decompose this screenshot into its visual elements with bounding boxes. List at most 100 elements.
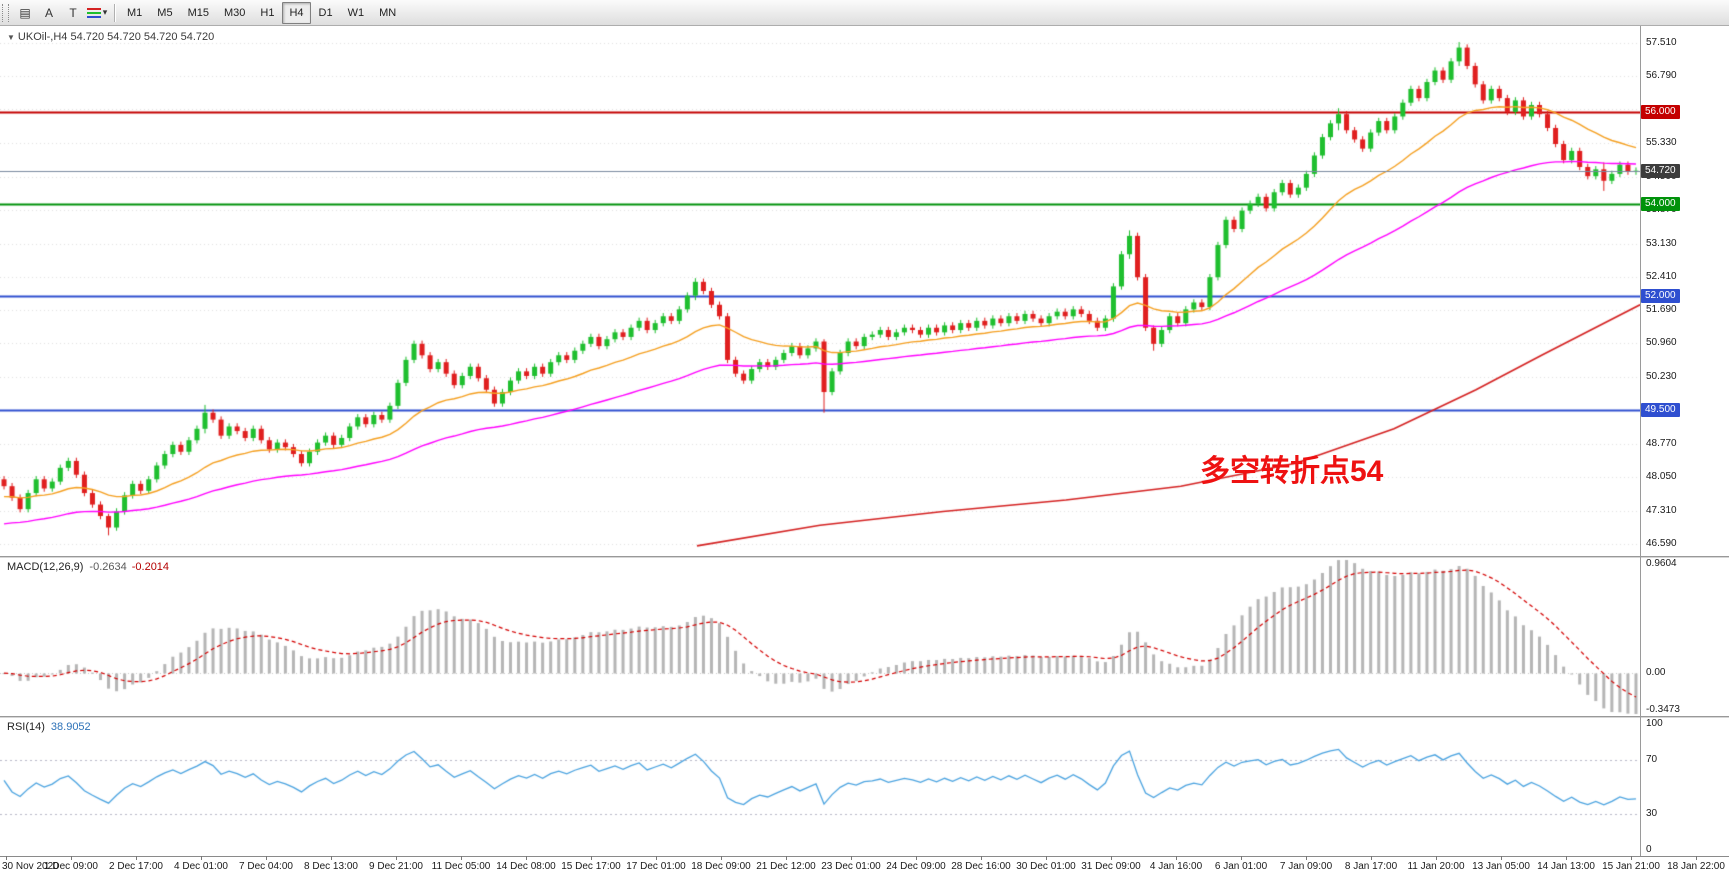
symbol-ohlc-line: ▼ UKOil-,H4 54.720 54.720 54.720 54.720 (7, 31, 214, 43)
time-axis-label: 7 Jan 09:00 (1279, 861, 1333, 872)
price-axis-label: 51.690 (1646, 303, 1677, 315)
symbol-marker-icon: ▼ (7, 33, 15, 42)
drawing-tools-group: ▤ A T ▾ (13, 2, 109, 24)
timeframe-button-w1[interactable]: W1 (347, 6, 365, 19)
macd-axis-label: -0.3473 (1646, 704, 1680, 715)
time-axis-label: 7 Dec 04:00 (239, 861, 293, 872)
timeframe-button-h1[interactable]: H1 (260, 6, 275, 19)
macd-axis-label: 0.00 (1646, 667, 1666, 679)
time-axis-label: 15 Dec 17:00 (561, 861, 621, 872)
price-badge: 54.720 (1641, 163, 1680, 178)
time-axis-label: 18 Jan 22:00 (1667, 861, 1725, 872)
price-chart-canvas[interactable] (0, 26, 1640, 556)
time-axis-tick (591, 856, 592, 860)
time-axis-label: 28 Dec 16:00 (951, 861, 1011, 872)
cursor-tool-glyph: A (44, 5, 53, 20)
time-axis-label: 30 Nov 2020 (2, 861, 59, 872)
time-axis-tick (1306, 856, 1307, 860)
chart-template-icon-glyph: ▤ (19, 5, 31, 20)
time-axis-label: 1 Dec 09:00 (44, 861, 98, 872)
time-axis-tick (1436, 856, 1437, 860)
price-axis-label: 50.230 (1646, 370, 1677, 382)
price-badge: 56.000 (1641, 104, 1680, 119)
time-axis-tick (1371, 856, 1372, 860)
time-axis-label: 6 Jan 01:00 (1214, 861, 1268, 872)
time-axis-label: 4 Jan 16:00 (1149, 861, 1203, 872)
toolbar: ▤ A T ▾ M1 M5 M15 M30 H1 H4 D1 W1 MN (0, 0, 1729, 26)
rsi-axis-label: 0 (1646, 844, 1652, 855)
macd-canvas[interactable] (0, 558, 1640, 716)
time-axis-tick (1046, 856, 1047, 860)
price-axis-label: 50.960 (1646, 337, 1677, 349)
text-tool[interactable]: T (61, 2, 85, 24)
time-axis-tick (6, 856, 7, 860)
toolbar-grip[interactable] (2, 3, 9, 22)
time-axis-label: 23 Dec 01:00 (821, 861, 881, 872)
timeframe-button-m5[interactable]: M5 (157, 6, 173, 19)
price-axis-label: 52.410 (1646, 270, 1677, 282)
price-badge: 52.000 (1641, 288, 1680, 303)
time-axis-tick (201, 856, 202, 860)
time-axis-tick (1566, 856, 1567, 860)
time-axis-tick (656, 856, 657, 860)
price-axis-label: 48.050 (1646, 471, 1677, 482)
timeframe-button-m30[interactable]: M30 (223, 6, 246, 19)
panel-splitter-rsi[interactable] (0, 716, 1729, 718)
price-axis-label: 46.590 (1646, 538, 1677, 550)
timeframe-button-d1[interactable]: D1 (318, 6, 333, 19)
time-axis-tick (981, 856, 982, 860)
time-axis-tick (1241, 856, 1242, 860)
cursor-tool[interactable]: A (37, 2, 61, 24)
time-axis-label: 8 Dec 13:00 (304, 861, 358, 872)
time-axis-label: 4 Dec 01:00 (174, 861, 228, 872)
toolbar-separator (114, 3, 115, 22)
rsi-axis-label: 100 (1646, 718, 1663, 729)
price-axis-label: 47.310 (1646, 504, 1677, 516)
rsi-axis-label: 30 (1646, 807, 1658, 819)
time-axis-label: 21 Dec 12:00 (756, 861, 816, 872)
line-style-swatch-icon (86, 7, 101, 18)
time-axis-label: 13 Jan 05:00 (1472, 861, 1530, 872)
time-axis-label: 14 Dec 08:00 (496, 861, 556, 872)
time-axis-tick (1501, 856, 1502, 860)
price-axis-label: 56.790 (1646, 69, 1677, 81)
time-axis-tick (1176, 856, 1177, 860)
time-axis-label: 2 Dec 17:00 (109, 861, 163, 872)
time-axis-label: 31 Dec 09:00 (1081, 861, 1141, 872)
time-axis-tick (526, 856, 527, 860)
scale-separator (1640, 26, 1641, 856)
rsi-label: RSI(14) 38.9052 (7, 721, 91, 733)
time-axis-tick (136, 856, 137, 860)
time-axis-tick (721, 856, 722, 860)
time-axis-tick (461, 856, 462, 860)
caret-down-icon: ▾ (102, 7, 108, 17)
price-badge: 54.000 (1641, 196, 1680, 211)
timeframe-button-m15[interactable]: M15 (187, 6, 209, 19)
time-axis-label: 15 Jan 21:00 (1602, 861, 1660, 872)
line-style-caret[interactable]: ▾ (85, 2, 109, 24)
macd-axis-label: 0.9604 (1646, 558, 1677, 569)
rsi-axis-label: 70 (1646, 754, 1658, 766)
time-axis-tick (916, 856, 917, 860)
price-axis-label: 48.770 (1646, 437, 1677, 449)
panel-splitter-macd[interactable] (0, 556, 1729, 558)
timeframe-button-m1[interactable]: M1 (127, 6, 143, 19)
time-axis-tick (71, 856, 72, 860)
time-axis-tick (851, 856, 852, 860)
time-axis-label: 14 Jan 13:00 (1537, 861, 1595, 872)
chart-template-icon[interactable]: ▤ (13, 2, 37, 24)
timeframe-group: M1 M5 M15 M30 H1 H4 D1 W1 MN (120, 1, 403, 24)
time-axis-line (0, 856, 1729, 857)
time-axis-tick (331, 856, 332, 860)
timeframe-button-h4[interactable]: H4 (282, 1, 311, 24)
time-axis-label: 30 Dec 01:00 (1016, 861, 1076, 872)
time-axis-label: 8 Jan 17:00 (1344, 861, 1398, 872)
rsi-canvas[interactable] (0, 718, 1640, 856)
macd-label: MACD(12,26,9) -0.2634 -0.2014 (7, 561, 170, 573)
time-axis-tick (1631, 856, 1632, 860)
timeframe-button-mn[interactable]: MN (379, 6, 397, 19)
price-axis-label: 55.330 (1646, 136, 1677, 148)
time-axis-tick (1111, 856, 1112, 860)
price-axis-label: 57.510 (1646, 36, 1677, 48)
